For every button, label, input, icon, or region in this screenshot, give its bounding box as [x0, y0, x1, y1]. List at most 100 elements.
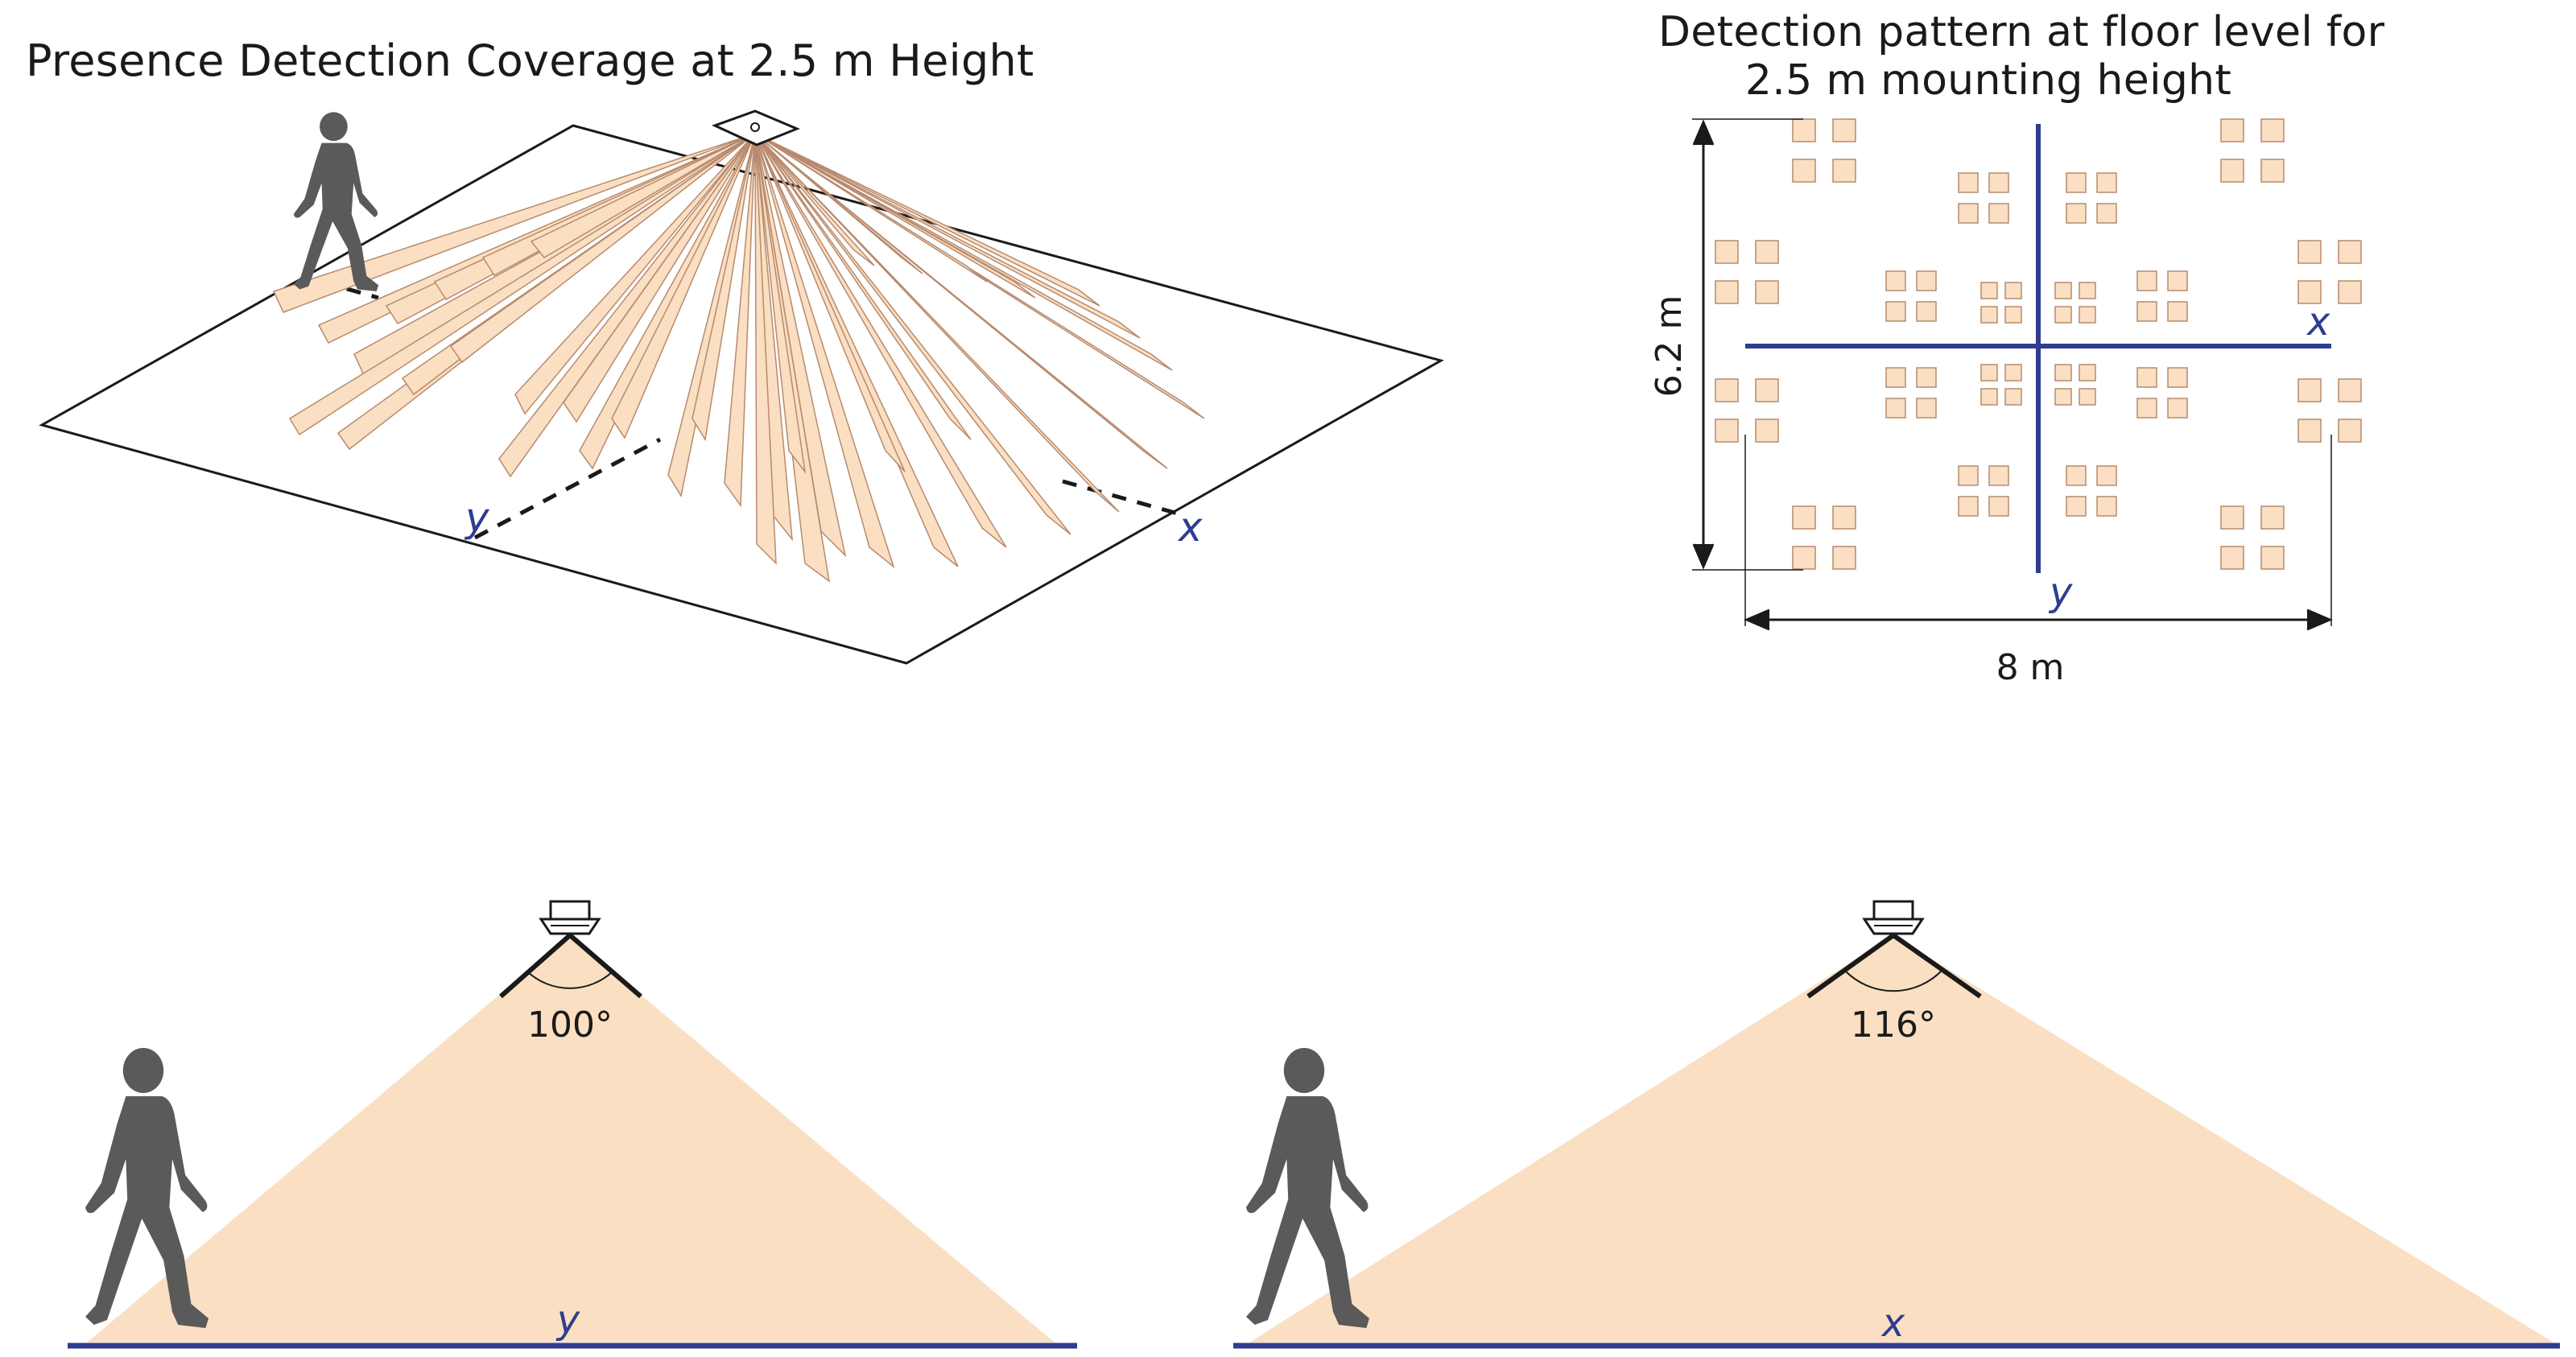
height-dimension-label: 6.2 m [1649, 295, 1690, 398]
detection-zone-square [1755, 378, 1779, 402]
detection-zone-square [1715, 240, 1739, 264]
detection-beam [754, 133, 895, 569]
detection-beam [754, 133, 1120, 513]
detection-zone-square [2054, 364, 2072, 382]
detection-zone-square [2096, 465, 2117, 486]
detection-zone-square [2079, 282, 2096, 299]
detection-zone-square [2220, 159, 2244, 183]
detection-beam [754, 133, 1071, 535]
detection-zone-square [1832, 159, 1856, 183]
detection-zone-square [1792, 546, 1816, 570]
angle-label-x: 116° [1851, 1004, 1936, 1046]
detection-zone-square [1958, 203, 1979, 224]
detection-zone-square [1755, 240, 1779, 264]
detection-zone-square [1885, 301, 1906, 322]
detection-beam [514, 133, 756, 415]
detection-beam [754, 133, 972, 440]
detection-zone-square [2338, 280, 2362, 304]
detection-beam [530, 133, 756, 258]
detection-zone-square [1958, 496, 1979, 517]
detection-zone-square [2220, 546, 2244, 570]
angle-lines-y [499, 932, 642, 999]
detection-beam [754, 133, 1036, 299]
detection-zone-square [2066, 172, 2087, 193]
ceiling-sensor-icon [1862, 900, 1925, 935]
detection-zone-square [2004, 306, 2022, 324]
detection-zone-square [2004, 364, 2022, 382]
detection-beam [754, 133, 1168, 469]
detection-zone-square [1988, 203, 2009, 224]
detection-beam [754, 133, 875, 266]
floor-pattern-zones [1715, 118, 2362, 570]
detection-zone-square [2297, 378, 2322, 402]
detection-zone-square [2297, 280, 2322, 304]
detection-zone-square [2297, 419, 2322, 443]
detection-zone-square [2054, 388, 2072, 406]
floor-pattern-title-line2: 2.5 m mounting height [1744, 56, 2232, 105]
detection-cone-y [87, 935, 1055, 1343]
detection-zone-square [1792, 505, 1816, 530]
detection-beam [449, 133, 756, 364]
perspective-title: Presence Detection Coverage at 2.5 m Hei… [26, 35, 1034, 86]
detection-beam [611, 133, 756, 439]
detection-zone-square [1755, 280, 1779, 304]
detection-zone-square [1916, 270, 1937, 291]
ceiling-sensor-icon [539, 900, 601, 935]
detection-zone-square [1755, 419, 1779, 443]
detection-zone-square [1958, 172, 1979, 193]
detection-zone-square [1832, 546, 1856, 570]
detection-beam [754, 133, 1141, 339]
detection-zone-square [1715, 378, 1739, 402]
detection-zone-square [1916, 398, 1937, 419]
detection-beam [754, 133, 1007, 548]
detection-zone-square [2136, 367, 2157, 388]
detection-beam [754, 133, 923, 274]
detection-zone-square [2066, 496, 2087, 517]
detection-zone-square [1980, 306, 1998, 324]
angle-arc-y [527, 971, 613, 989]
perspective-axis-y-label: y [464, 494, 490, 541]
detection-zone-square [1885, 367, 1906, 388]
detection-zone-square [1792, 159, 1816, 183]
detection-zone-square [1715, 419, 1739, 443]
detection-zone-square [1832, 505, 1856, 530]
detection-zone-square [2096, 203, 2117, 224]
detection-zone-square [2167, 367, 2188, 388]
detection-zone-square [2136, 301, 2157, 322]
detection-zone-square [2297, 240, 2322, 264]
side-view-y: 100° y [68, 900, 1077, 1349]
angle-arc-x [1844, 970, 1942, 992]
detection-beam [754, 133, 906, 472]
side-axis-x-label: x [1880, 1301, 1905, 1346]
detection-zone-square [2079, 388, 2096, 406]
detection-zone-square [1715, 280, 1739, 304]
detection-zone-square [2167, 398, 2188, 419]
detection-zone-square [2066, 465, 2087, 486]
detection-zone-square [2079, 364, 2096, 382]
detection-zone-square [2004, 388, 2022, 406]
detection-beam [691, 133, 756, 442]
detection-zone-square [2167, 270, 2188, 291]
floor-pattern-axis-x-label: x [2306, 299, 2330, 344]
detection-zone-square [2260, 505, 2285, 530]
detection-beam [754, 133, 1100, 307]
detection-zone-square [2136, 398, 2157, 419]
detection-zone-square [1885, 398, 1906, 419]
floor-pattern-view: x y 6.2 m 8 m [1649, 118, 2362, 688]
detection-zone-square [1916, 301, 1937, 322]
side-axis-y-label: y [555, 1297, 580, 1343]
detection-zone-square [1988, 465, 2009, 486]
detection-zone-square [2338, 378, 2362, 402]
detection-beam [498, 133, 756, 478]
detection-zone-square [2096, 496, 2117, 517]
detection-zone-square [1988, 496, 2009, 517]
detection-beam [754, 133, 988, 283]
detection-zone-square [2096, 172, 2117, 193]
ceiling-sensor-icon [712, 109, 800, 146]
perspective-axis-x-label: x [1177, 504, 1203, 551]
angle-label-y: 100° [527, 1004, 613, 1046]
detection-zone-square [1980, 282, 1998, 299]
detection-zone-square [1885, 270, 1906, 291]
detection-zone-square [1980, 364, 1998, 382]
